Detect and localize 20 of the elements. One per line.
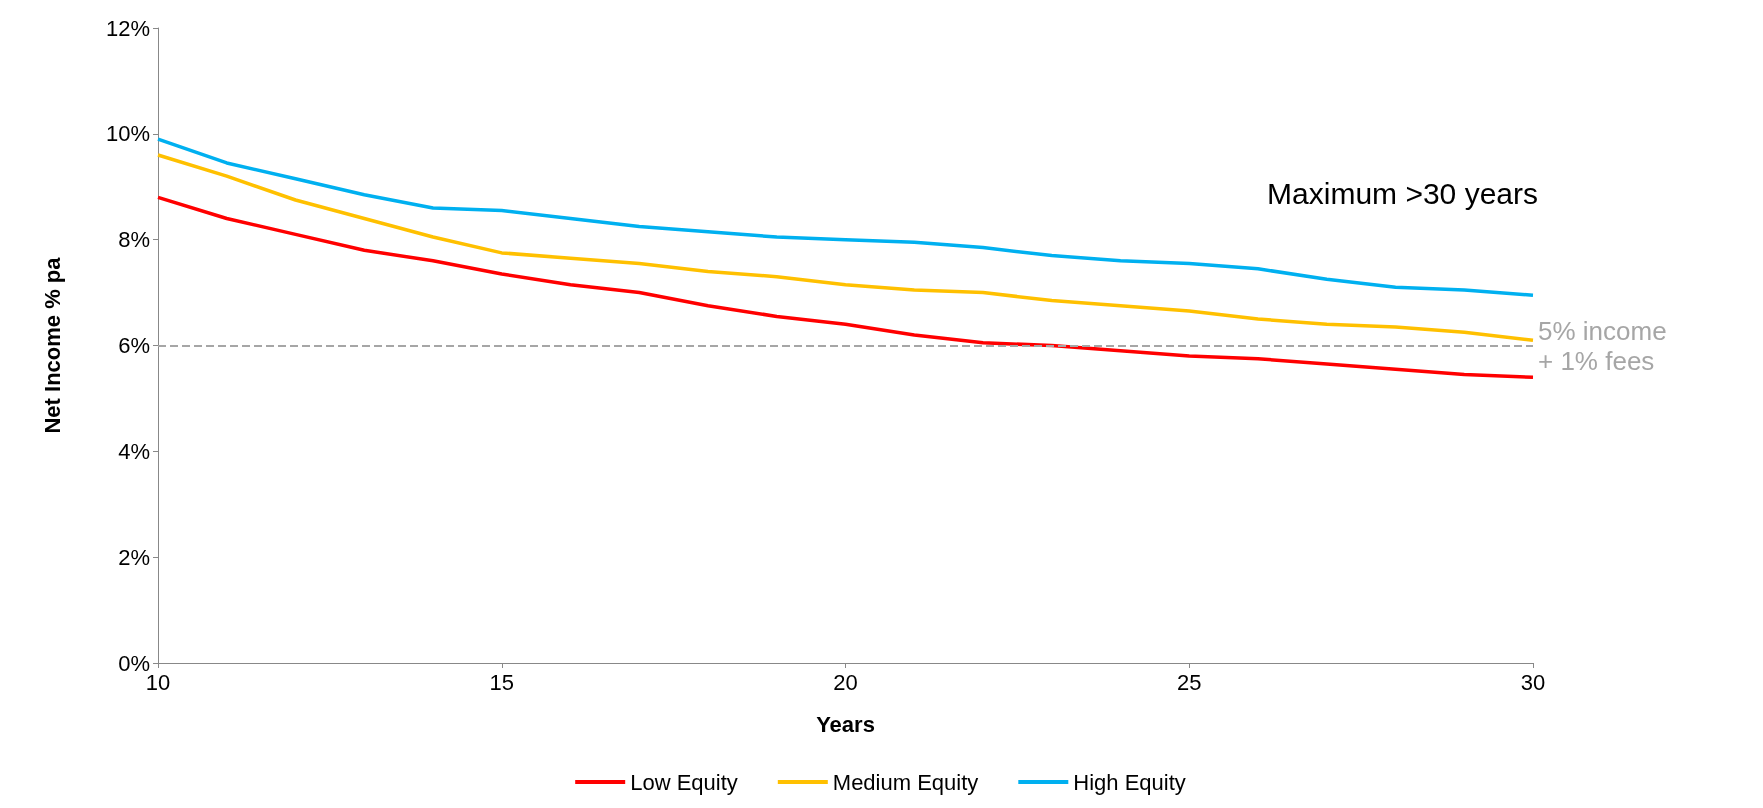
x-tick-label: 25 xyxy=(1177,669,1202,695)
x-tick-label: 20 xyxy=(833,669,858,695)
legend-label: Medium Equity xyxy=(832,769,979,795)
y-axis-title: Net Income % pa xyxy=(39,256,65,434)
y-tick-label: 6% xyxy=(118,333,150,358)
y-tick-label: 0% xyxy=(118,650,150,676)
line-series xyxy=(156,153,1535,342)
y-tick-label: 8% xyxy=(118,227,150,253)
ref-line-label: 5% income + 1% fees xyxy=(1538,315,1674,376)
y-tick-label: 12% xyxy=(105,15,150,41)
annotation: Maximum >30 years xyxy=(1267,176,1538,210)
y-tick-label: 4% xyxy=(118,438,150,464)
y-tick-label: 10% xyxy=(105,121,150,147)
legend-label: High Equity xyxy=(1073,769,1186,795)
y-tick-label: 2% xyxy=(118,544,150,570)
x-tick-label: 15 xyxy=(489,669,514,695)
x-tick-label: 30 xyxy=(1520,669,1546,695)
line-series xyxy=(156,137,1535,297)
x-axis-title: Years xyxy=(816,711,875,737)
legend-label: Low Equity xyxy=(630,769,738,795)
